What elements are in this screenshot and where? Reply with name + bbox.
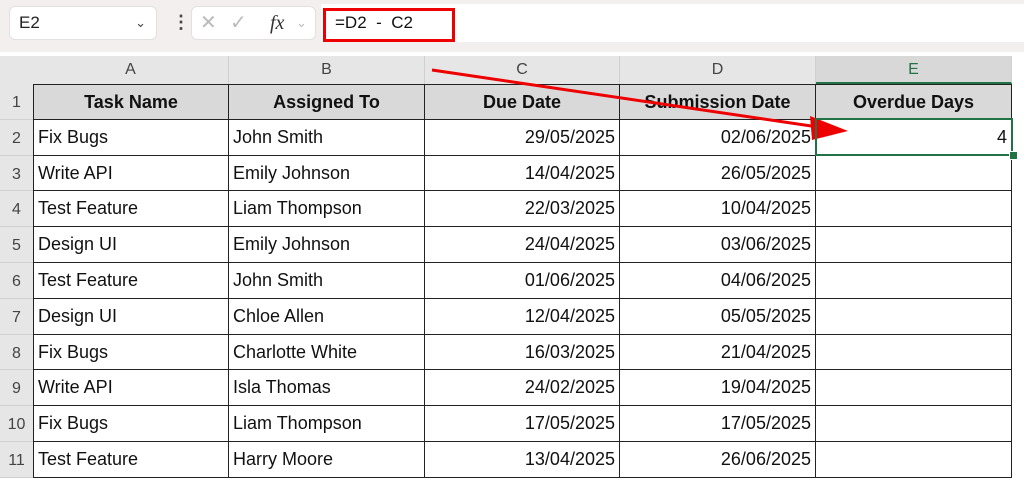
header-cell[interactable]: Overdue Days [816, 84, 1012, 120]
cell[interactable] [816, 299, 1012, 335]
insert-function-icon[interactable]: fx [270, 12, 285, 34]
cell[interactable]: Liam Thompson [229, 191, 425, 227]
cell[interactable]: 21/04/2025 [620, 335, 816, 370]
cell[interactable]: 26/05/2025 [620, 156, 816, 191]
name-box-value: E2 [19, 13, 40, 32]
cell[interactable]: 14/04/2025 [425, 156, 620, 191]
cancel-icon[interactable]: ✕ [200, 12, 217, 34]
cell[interactable]: Fix Bugs [33, 406, 229, 442]
cell[interactable]: 24/04/2025 [425, 227, 620, 263]
row-header-11[interactable]: 11 [0, 442, 33, 478]
cell[interactable]: 24/02/2025 [425, 370, 620, 406]
formula-buttons: ✕ ✓ fx ⌄ [191, 6, 316, 40]
column-header-C[interactable]: C [425, 56, 620, 84]
cell[interactable]: Liam Thompson [229, 406, 425, 442]
cell[interactable] [816, 406, 1012, 442]
cell[interactable] [816, 156, 1012, 191]
row-header-5[interactable]: 5 [0, 227, 33, 263]
row-header-7[interactable]: 7 [0, 299, 33, 335]
formula-bar-area: E2 ⌄ ⋮ ✕ ✓ fx ⌄ =D2 - C2 [0, 0, 1024, 52]
cell[interactable]: Chloe Allen [229, 299, 425, 335]
cell[interactable]: 17/05/2025 [425, 406, 620, 442]
row-header-10[interactable]: 10 [0, 406, 33, 442]
cell[interactable]: Design UI [33, 227, 229, 263]
more-options-icon[interactable]: ⋮ [172, 12, 190, 32]
row-header-3[interactable]: 3 [0, 156, 33, 191]
row-header-8[interactable]: 8 [0, 335, 33, 370]
header-cell[interactable]: Task Name [33, 84, 229, 120]
cell[interactable]: 01/06/2025 [425, 263, 620, 299]
cell[interactable]: 10/04/2025 [620, 191, 816, 227]
cell[interactable]: Fix Bugs [33, 335, 229, 370]
row-header-2[interactable]: 2 [0, 120, 33, 156]
cell[interactable]: 16/03/2025 [425, 335, 620, 370]
cell[interactable]: 22/03/2025 [425, 191, 620, 227]
formula-highlight-box [323, 8, 455, 42]
cell[interactable] [816, 191, 1012, 227]
name-box[interactable]: E2 ⌄ [9, 6, 157, 40]
cell[interactable] [816, 335, 1012, 370]
cell[interactable]: Emily Johnson [229, 156, 425, 191]
cell[interactable]: 12/04/2025 [425, 299, 620, 335]
row-header-4[interactable]: 4 [0, 191, 33, 227]
select-all-corner[interactable] [0, 56, 33, 84]
cell[interactable]: Isla Thomas [229, 370, 425, 406]
cell[interactable] [816, 370, 1012, 406]
cell[interactable] [816, 263, 1012, 299]
cell[interactable]: 13/04/2025 [425, 442, 620, 478]
cell[interactable]: 26/06/2025 [620, 442, 816, 478]
cell[interactable] [816, 227, 1012, 263]
row-header-9[interactable]: 9 [0, 370, 33, 406]
cell[interactable]: John Smith [229, 263, 425, 299]
cell[interactable]: Test Feature [33, 442, 229, 478]
chevron-down-icon[interactable]: ⌄ [135, 15, 146, 30]
cell[interactable]: Harry Moore [229, 442, 425, 478]
cell[interactable]: Write API [33, 370, 229, 406]
cell[interactable]: 05/05/2025 [620, 299, 816, 335]
cell[interactable]: 19/04/2025 [620, 370, 816, 406]
cell[interactable]: 03/06/2025 [620, 227, 816, 263]
row-header-1[interactable]: 1 [0, 84, 33, 120]
cell[interactable] [816, 442, 1012, 478]
column-header-E[interactable]: E [816, 56, 1012, 84]
active-cell-border [815, 118, 1013, 156]
cell[interactable]: Fix Bugs [33, 120, 229, 156]
formula-text: =D2 - C2 [335, 13, 413, 32]
cell[interactable]: 17/05/2025 [620, 406, 816, 442]
column-header-D[interactable]: D [620, 56, 816, 84]
cell[interactable]: Charlotte White [229, 335, 425, 370]
enter-check-icon[interactable]: ✓ [230, 12, 247, 34]
cell[interactable]: Design UI [33, 299, 229, 335]
fill-handle[interactable] [1009, 151, 1018, 160]
row-header-6[interactable]: 6 [0, 263, 33, 299]
cell[interactable]: John Smith [229, 120, 425, 156]
cell[interactable]: Test Feature [33, 263, 229, 299]
cell[interactable]: Emily Johnson [229, 227, 425, 263]
column-header-A[interactable]: A [33, 56, 229, 84]
cell[interactable]: 29/05/2025 [425, 120, 620, 156]
header-cell[interactable]: Assigned To [229, 84, 425, 120]
chevron-down-icon[interactable]: ⌄ [296, 15, 307, 30]
cell[interactable]: Write API [33, 156, 229, 191]
cell[interactable]: Test Feature [33, 191, 229, 227]
column-header-B[interactable]: B [229, 56, 425, 84]
cell[interactable]: 04/06/2025 [620, 263, 816, 299]
